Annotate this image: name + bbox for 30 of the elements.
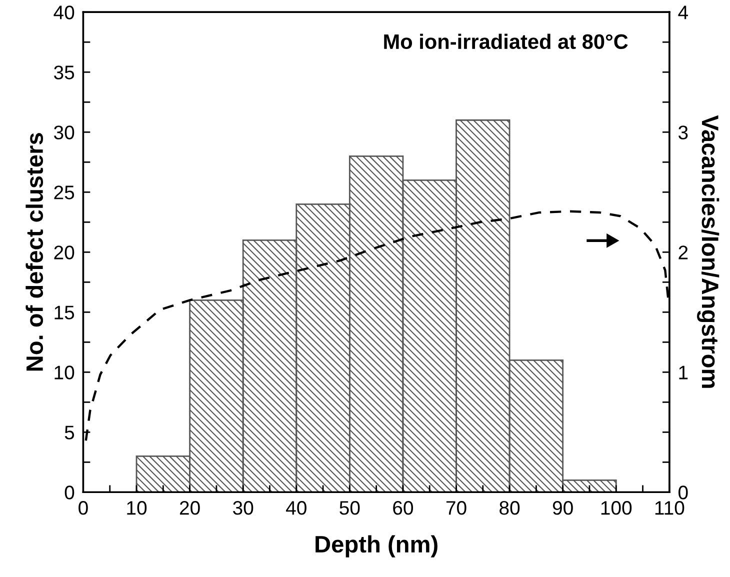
y-tick-label: 5	[64, 426, 74, 440]
y2-tick-label: 2	[678, 246, 688, 260]
y-tick-label: 20	[54, 246, 74, 260]
x-tick-label: 50	[340, 501, 360, 515]
text: Mo ion-irradiated at 80°C	[384, 34, 628, 50]
y-tick-label: 25	[54, 186, 74, 200]
y2-tick-label: 1	[679, 366, 688, 380]
x-tick-label: 80	[500, 501, 520, 515]
x-tick-label: 20	[180, 501, 200, 515]
y-tick-label: 40	[54, 6, 74, 20]
x-tick-label: 110	[655, 501, 684, 515]
y-tick-label: 15	[54, 306, 74, 320]
x-tick-label: 10	[127, 501, 147, 515]
y-tick-label: 30	[54, 126, 74, 140]
y-tick-label: 35	[54, 66, 74, 80]
x-tick-label: 60	[393, 501, 414, 515]
y-tick-label: 10	[54, 366, 74, 380]
y2-axis-title: Vacancies/Ion/Angstrom	[697, 115, 720, 388]
x-axis-title: Depth (nm)	[316, 535, 438, 558]
x-tick-label: 90	[552, 501, 573, 515]
x-tick-label: 0	[78, 501, 88, 515]
y2-tick-label: 3	[678, 126, 688, 140]
x-tick-label: 40	[286, 501, 306, 515]
x-tick-label: 30	[233, 501, 254, 515]
x-tick-label: 70	[446, 501, 466, 515]
y2-tick-label: 0	[678, 486, 688, 500]
x-tick-label: 100	[601, 501, 632, 515]
y2-tick-label: 4	[678, 6, 688, 20]
y-tick-label: 0	[64, 486, 74, 500]
y-axis-title: No. of defect clusters	[26, 133, 44, 371]
